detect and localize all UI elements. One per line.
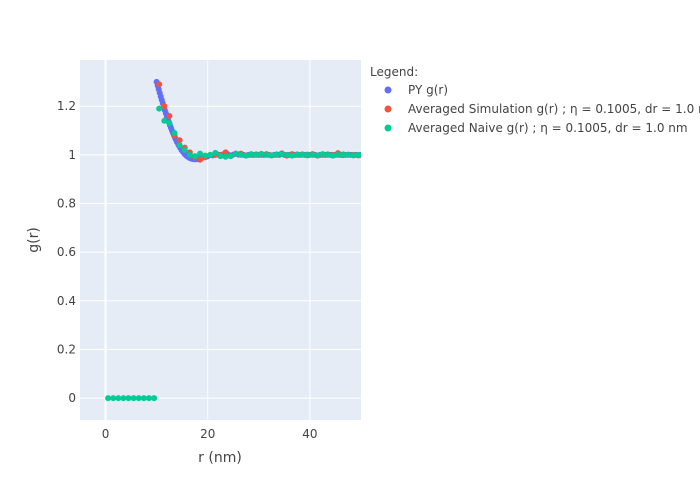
series-2-point (181, 147, 188, 153)
series-2-point (299, 151, 306, 158)
series-2-point (319, 151, 326, 158)
series-2-point (176, 142, 183, 149)
y-tick-label: 0 (68, 391, 76, 405)
series-2-point (156, 105, 163, 112)
series-2-point (283, 151, 290, 158)
legend-item-naive[interactable]: Averaged Naive g(r) ; η = 0.1005, dr = 1… (384, 121, 688, 135)
series-2-point (253, 151, 260, 158)
series-2-point (340, 151, 347, 158)
series-2-point (140, 395, 147, 402)
series-2-point (130, 395, 137, 402)
series-2-point (345, 151, 352, 158)
legend-item-py[interactable]: PY g(r) (384, 83, 449, 97)
series-2-point (248, 151, 255, 158)
legend-item-simulation[interactable]: Averaged Simulation g(r) ; η = 0.1005, d… (384, 102, 700, 116)
series-2-point (145, 395, 152, 402)
series-2-point (350, 152, 357, 159)
series-2-point (125, 395, 132, 402)
legend-marker-simulation (384, 105, 392, 113)
y-tick-label: 0.8 (57, 197, 76, 211)
legend-marker-py (384, 86, 392, 94)
y-tick-label: 0.4 (57, 294, 76, 308)
series-1-point (222, 149, 229, 156)
y-axis-title: g(r) (26, 227, 42, 253)
series-2-point (294, 151, 301, 158)
legend[interactable]: Legend: PY g(r) Averaged Simulation g(r)… (370, 65, 700, 135)
series-1-point (176, 137, 183, 144)
series-2-point (232, 150, 239, 157)
legend-label-py: PY g(r) (408, 83, 448, 97)
y-tick-label: 0.6 (57, 245, 76, 259)
series-1-point (197, 156, 204, 163)
series-2-point (243, 152, 250, 159)
legend-label-naive: Averaged Naive g(r) ; η = 0.1005, dr = 1… (408, 121, 688, 135)
series-1-point (161, 103, 168, 110)
y-tick-label: 0.2 (57, 342, 76, 356)
x-tick-label: 20 (200, 427, 215, 441)
series-2-point (217, 153, 224, 160)
legend-label-simulation: Averaged Simulation g(r) ; η = 0.1005, d… (408, 102, 700, 116)
series-2-point (171, 129, 178, 136)
series-2-point (335, 151, 342, 158)
series-2-point (207, 151, 214, 158)
series-2-point (151, 395, 158, 402)
series-2-point (120, 395, 127, 402)
data-points (105, 78, 361, 402)
series-2-point (237, 151, 244, 158)
y-tick-label: 1 (68, 148, 76, 162)
legend-marker-naive (384, 124, 392, 132)
series-1-point (166, 112, 173, 119)
series-2-point (268, 152, 275, 159)
series-2-point (278, 151, 285, 158)
series-2-point (105, 395, 112, 402)
series-2-point (329, 152, 336, 159)
series-2-point (309, 151, 316, 158)
series-2-point (197, 150, 204, 157)
series-2-point (166, 120, 173, 127)
y-tick-label: 1.2 (57, 99, 76, 113)
series-2-point (258, 150, 265, 157)
series-2-point (191, 153, 198, 160)
series-2-point (227, 153, 234, 160)
series-2-point (186, 151, 193, 158)
series-2-point (289, 152, 296, 159)
series-2-point (212, 149, 219, 156)
series-2-point (135, 395, 142, 402)
series-2-point (110, 395, 117, 402)
series-2-point (202, 152, 209, 159)
x-axis-title: r (nm) (198, 450, 242, 466)
series-2-point (273, 151, 280, 158)
legend-title: Legend: (370, 65, 418, 79)
x-tick-labels: 0 20 40 (102, 427, 318, 441)
y-tick-labels: 0 0.2 0.4 0.6 0.8 1 1.2 (57, 99, 76, 405)
series-2-point (115, 395, 122, 402)
series-2-point (304, 151, 311, 158)
series-2-point (324, 151, 331, 158)
series-2-point (263, 151, 270, 158)
series-2-point (161, 117, 168, 124)
x-tick-label: 40 (302, 427, 317, 441)
plot-background (80, 60, 361, 420)
series-1-point (156, 81, 163, 88)
x-tick-label: 0 (102, 427, 110, 441)
series-2-point (222, 153, 229, 160)
series-2-point (355, 151, 361, 158)
series-2-point (314, 152, 321, 159)
